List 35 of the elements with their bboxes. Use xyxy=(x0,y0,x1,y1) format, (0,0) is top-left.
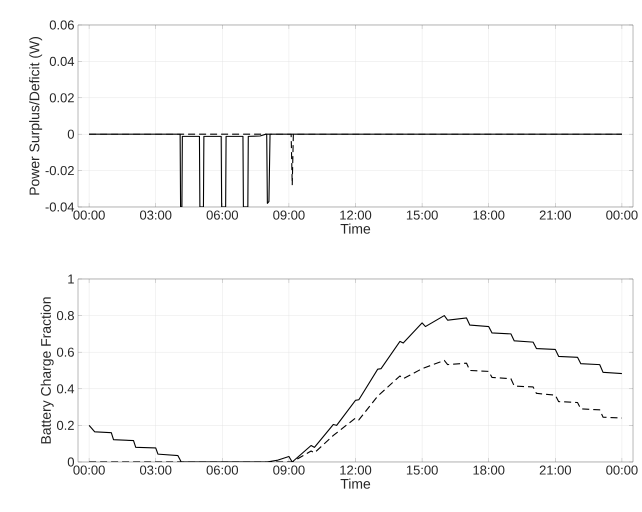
x-tick-label: 09:00 xyxy=(273,210,305,220)
x-tick-label: 06:00 xyxy=(206,210,238,220)
x-tick-label: 15:00 xyxy=(406,466,438,475)
x-tick-label: 12:00 xyxy=(340,466,372,475)
y-tick-label: 0 xyxy=(68,130,74,139)
x-tick-label: 21:00 xyxy=(540,210,572,220)
y-tick-label: 0.4 xyxy=(56,384,74,394)
line-series xyxy=(88,315,622,462)
y-tick-label: 0.2 xyxy=(56,420,74,430)
x-tick-label: 12:00 xyxy=(340,210,372,220)
x-axis-title: Time xyxy=(340,224,370,234)
y-tick-label: 0.04 xyxy=(50,56,74,66)
x-tick-label: 03:00 xyxy=(140,210,172,220)
x-tick-label: 21:00 xyxy=(540,466,572,475)
y-tick-label: -0.04 xyxy=(46,202,74,212)
x-tick-label: 03:00 xyxy=(140,466,172,475)
x-tick-label: 06:00 xyxy=(206,466,238,475)
x-tick-label: 00:00 xyxy=(73,210,105,220)
x-axis-title: Time xyxy=(340,478,370,489)
x-tick-label: 15:00 xyxy=(406,210,438,220)
x-tick-label: 00:00 xyxy=(606,466,638,475)
y-tick-label: -0.02 xyxy=(46,166,74,176)
x-tick-label: 00:00 xyxy=(73,466,105,475)
x-tick-label: 09:00 xyxy=(273,466,305,475)
y-tick-label: 0 xyxy=(68,457,74,467)
y-tick-label: 0.02 xyxy=(50,93,74,102)
y-axis-title: Battery Charge Fraction xyxy=(40,297,54,444)
x-tick-label: 18:00 xyxy=(473,466,504,475)
x-tick-label: 18:00 xyxy=(473,210,504,220)
y-tick-label: 1 xyxy=(68,274,74,284)
x-tick-label: 00:00 xyxy=(606,210,638,220)
y-tick-label: 0.8 xyxy=(56,310,74,320)
y-axis-title: Power Surplus/Deficit (W) xyxy=(29,37,42,195)
y-tick-label: 0.6 xyxy=(56,348,74,357)
y-tick-label: 0.06 xyxy=(50,20,74,30)
